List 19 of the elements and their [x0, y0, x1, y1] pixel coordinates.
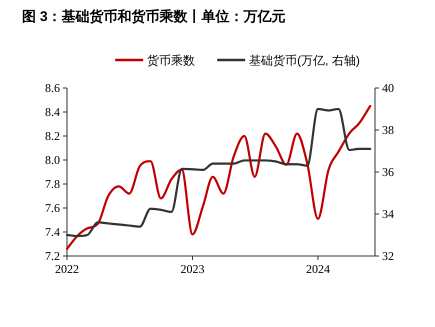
chart-title: 图 3：基础货币和货币乘数丨单位：万亿元: [22, 8, 286, 24]
x-tick-label: 2022: [55, 262, 79, 276]
y-tick-label: 8.0: [45, 153, 60, 167]
y2-tick-label: 34: [382, 207, 394, 221]
y2-tick-label: 32: [382, 249, 394, 263]
x-tick-label: 2023: [180, 262, 204, 276]
y-tick-label: 7.6: [45, 201, 60, 215]
y-tick-label: 7.2: [45, 249, 60, 263]
y2-tick-label: 38: [382, 123, 394, 137]
y2-tick-label: 40: [382, 81, 394, 95]
y-tick-label: 7.4: [45, 225, 60, 239]
y-tick-label: 8.2: [45, 129, 60, 143]
legend-label: 货币乘数: [147, 54, 196, 68]
legend-label: 基础货币(万亿, 右轴): [249, 54, 360, 68]
y-tick-label: 8.4: [45, 105, 60, 119]
y2-tick-label: 36: [382, 165, 394, 179]
y-tick-label: 8.6: [45, 81, 60, 95]
y-tick-label: 7.8: [45, 177, 60, 191]
x-tick-label: 2024: [306, 262, 330, 276]
